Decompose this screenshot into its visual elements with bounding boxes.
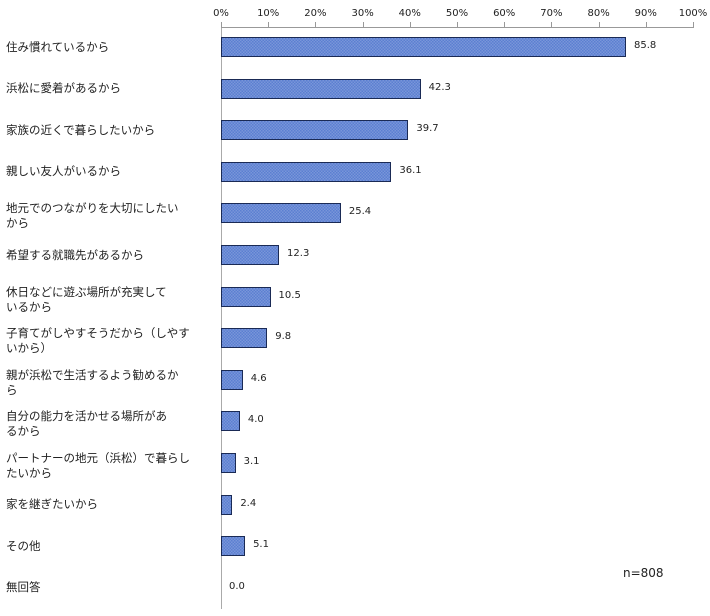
x-tick-label: 60% [493,8,516,19]
category-label-line: 親しい友人がいるから [6,164,121,179]
category-label-line: 浜松に愛着があるから [6,81,121,96]
x-tick-mark [693,22,694,28]
bar [221,328,268,349]
x-tick-mark [598,22,600,28]
x-tick-mark [457,22,458,28]
category-label: 親が浜松で生活するよう勧めるから [6,368,211,398]
value-label: 2.4 [240,497,257,509]
bar [221,494,233,515]
x-tick-label: 30% [351,8,374,19]
x-tick-mark [409,22,411,28]
bar [221,369,243,390]
x-tick-label: 90% [634,8,657,19]
category-label: その他 [6,539,211,554]
x-tick-label: 100% [678,8,708,19]
x-tick-mark [645,22,647,28]
category-label: 親しい友人がいるから [6,164,211,179]
category-label-line: 親が浜松で生活するよう勧めるか [6,367,179,382]
x-tick-label: 20% [304,8,327,19]
category-label: 希望する就職先があるから [6,248,211,263]
category-label: 子育てがしやすそうだから（しやす いから） [6,326,211,356]
category-label-line: 子育てがしやすそうだから（しやす [6,326,190,341]
x-tick-label: 50% [445,8,469,19]
x-tick-mark [315,22,317,28]
category-label: 地元でのつながりを大切にしたい から [6,201,211,231]
bar [221,120,409,141]
x-tick-mark [221,22,222,28]
category-label-line: 家を継ぎたいから [6,497,98,512]
value-label: 12.3 [287,248,310,259]
bar [221,78,421,99]
category-label-line: るから [6,424,41,439]
value-label: 4.6 [250,372,267,384]
category-label-line: 自分の能力を活かせる場所があ [6,409,167,424]
category-label-line: その他 [6,538,41,553]
value-label: 42.3 [428,81,451,93]
value-label: 10.5 [278,289,301,301]
x-tick-label: 70% [540,8,563,19]
x-tick-label: 40% [398,8,421,19]
bar [221,536,246,557]
value-label: 36.1 [399,164,422,176]
value-label: 85.8 [633,40,657,51]
value-label: 39.7 [416,123,439,135]
category-label: 休日などに遊ぶ場所が充実して いるから [6,285,211,315]
bar [221,453,236,473]
category-label: 浜松に愛着があるから [6,81,211,96]
bar [221,245,280,265]
value-label: 3.1 [243,456,260,467]
category-label-line: いから） [6,341,52,356]
category-label-line: いるから [6,299,52,314]
category-label-line: 家族の近くで暮らしたいから [6,122,156,137]
category-label-line: パートナーの地元（浜松）で暮らし [6,451,190,465]
bar [221,37,626,57]
category-label: パートナーの地元（浜松）で暮らし たいから [6,451,211,481]
value-label: 25.4 [348,206,372,218]
bar [221,161,392,182]
value-label: 9.8 [275,331,292,343]
value-label: 4.0 [247,414,264,426]
category-label: 自分の能力を活かせる場所があ るから [6,409,211,439]
x-tick-label: 0% [213,8,229,19]
x-tick-label: 80% [587,8,610,19]
y-axis-line [221,27,222,609]
x-tick-mark [504,22,506,28]
bar [221,203,341,224]
category-label-line: 住み慣れているから [6,39,110,54]
bar [221,411,240,432]
category-label-line: たいから [6,466,52,480]
category-label: 家を継ぎたいから [6,497,211,512]
category-label-line: 無回答 [6,580,41,595]
value-label: 5.1 [253,539,269,551]
category-label-line: 地元でのつながりを大切にしたい [6,201,179,216]
x-tick-label: 10% [257,8,280,19]
bar [221,286,271,307]
sample-size-note: n=808 [623,566,664,580]
x-tick-mark [551,22,553,28]
category-label-line: 休日などに遊ぶ場所が充実して [6,284,167,299]
category-label: 無回答 [6,580,211,595]
category-label: 住み慣れているから [6,40,211,55]
category-label: 家族の近くで暮らしたいから [6,123,211,138]
x-tick-mark [268,22,270,28]
category-label-line: ら [6,382,18,397]
category-label-line: から [6,216,29,231]
value-label: 0.0 [229,580,245,592]
x-tick-mark [362,22,364,28]
category-label-line: 希望する就職先があるから [6,247,144,262]
